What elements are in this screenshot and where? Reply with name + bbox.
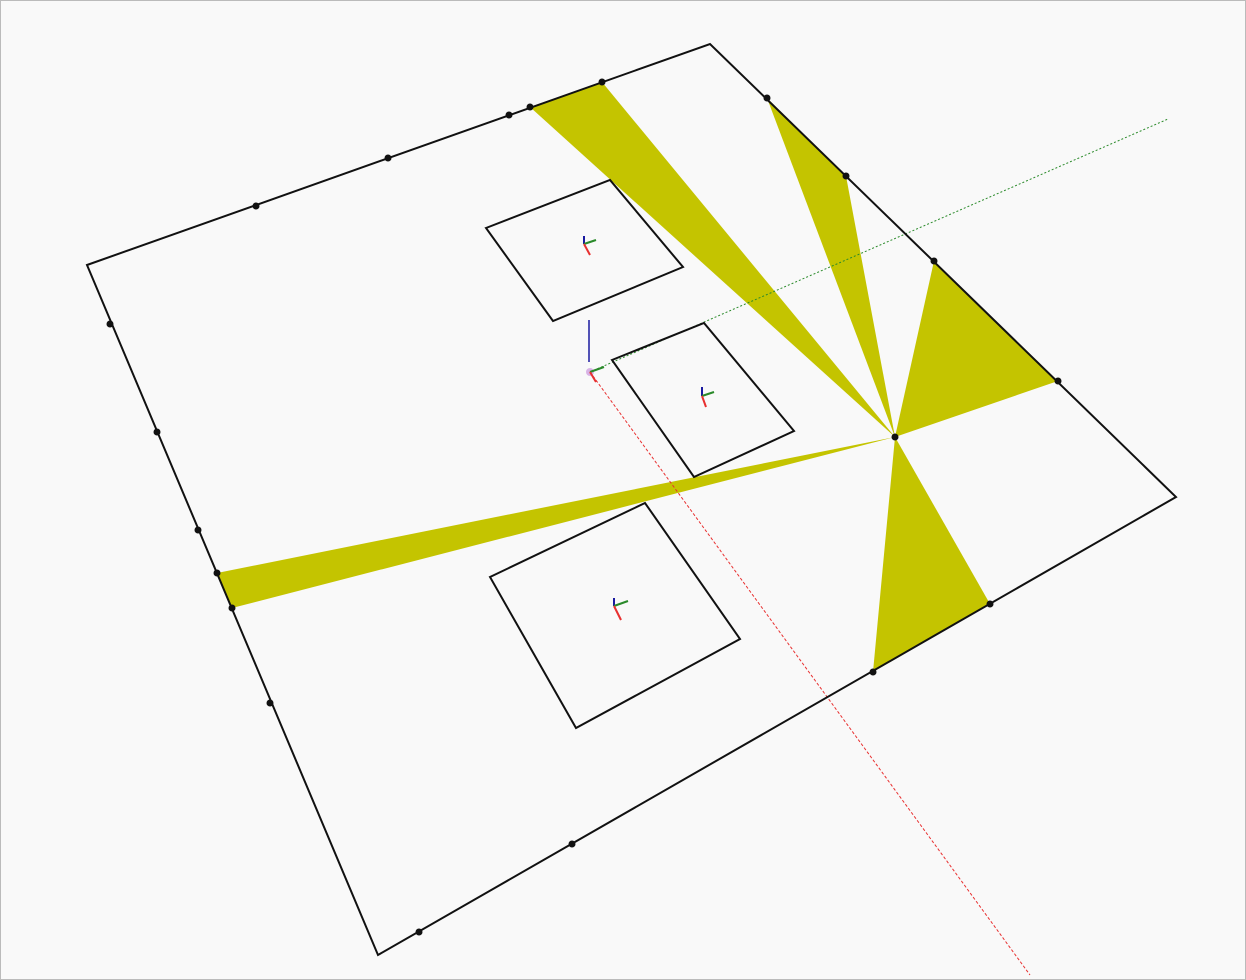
vertex	[763, 94, 771, 102]
vertex	[1054, 377, 1062, 385]
vertex	[266, 699, 274, 707]
vertex	[415, 928, 423, 936]
vertex	[106, 320, 114, 328]
shape	[701, 391, 715, 397]
origin-axis	[589, 371, 597, 383]
vertex	[505, 111, 513, 119]
vertex	[213, 569, 221, 577]
inner-square	[610, 321, 796, 479]
shape	[583, 243, 591, 256]
vertex	[842, 172, 850, 180]
red-axis	[589, 371, 1031, 976]
vertices	[106, 78, 1062, 936]
edges	[85, 42, 1178, 957]
shape	[583, 239, 597, 245]
vertex	[869, 668, 877, 676]
vertex	[194, 526, 202, 534]
shape	[701, 395, 707, 408]
component-axes	[583, 236, 715, 621]
vertex	[568, 840, 576, 848]
face	[530, 82, 895, 437]
origin-axis	[589, 366, 605, 373]
vertex	[252, 202, 260, 210]
vertex	[384, 154, 392, 162]
vertex	[598, 78, 606, 86]
axis-glyph	[613, 598, 629, 621]
vertex	[986, 600, 994, 608]
face	[217, 437, 895, 608]
axis-glyph	[701, 387, 715, 408]
axis-glyph	[583, 236, 597, 256]
vertex	[228, 604, 236, 612]
vertex	[930, 257, 938, 265]
inner-square	[488, 501, 742, 730]
face	[767, 98, 895, 437]
face	[895, 261, 1058, 437]
vertex	[526, 103, 534, 111]
vertex	[153, 428, 161, 436]
outer-face	[85, 42, 1178, 957]
yellow-faces	[217, 82, 1058, 672]
shape	[613, 605, 622, 621]
vertex	[891, 433, 899, 441]
face	[873, 437, 990, 672]
shape	[613, 600, 629, 607]
inner-square	[484, 178, 685, 323]
